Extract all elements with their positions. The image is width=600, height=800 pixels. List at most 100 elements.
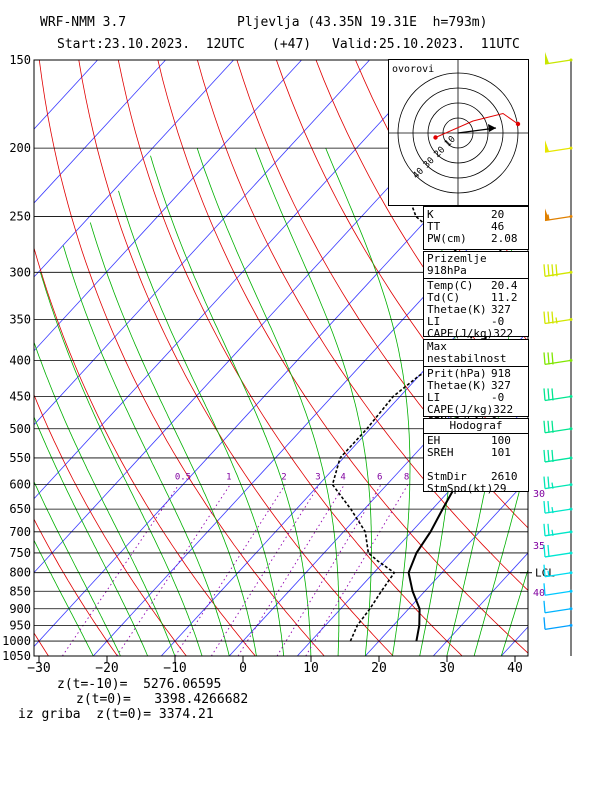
wind-barb: [543, 311, 573, 325]
x-tick-label: 40: [507, 661, 523, 676]
dry-adiabat: [34, 246, 256, 656]
wind-barb: [543, 449, 573, 463]
wind-barb: [543, 501, 573, 514]
pressure-tick-label: 450: [9, 389, 31, 403]
stat-value: 322: [493, 327, 514, 340]
isotherm-line: [92, 182, 528, 656]
isotherm-line: [364, 478, 528, 656]
mixing-ratio-label: 4: [340, 473, 345, 483]
isotherm-line: [296, 404, 528, 656]
hodograph-ring-label: 10: [443, 135, 458, 150]
stat-row: CAPE(J/kg) 322: [427, 404, 525, 416]
pressure-tick-label: 850: [9, 584, 31, 598]
wind-speed-label: 40: [533, 588, 545, 599]
stat-row: StmSpd(kt) 29: [427, 483, 525, 495]
hodograph-title: ovorovi: [392, 64, 434, 75]
moist-adiabat: [118, 190, 285, 656]
isotherm-line: [34, 60, 234, 278]
wind-barb: [543, 600, 573, 614]
hodograph-ring-label: 40: [411, 166, 426, 181]
mixing-ratio-line: [305, 484, 409, 656]
pressure-tick-label: 650: [9, 502, 31, 516]
x-tick-label: −10: [163, 661, 186, 676]
pressure-tick-label: 600: [9, 478, 31, 492]
stat-value: 11.2: [491, 291, 518, 304]
moist-adiabat: [473, 456, 528, 656]
pressure-tick-label: 1050: [2, 649, 31, 663]
stat-label: PW(cm): [427, 232, 467, 245]
wind-barb: [543, 476, 573, 490]
lead-time: (+47): [272, 37, 312, 52]
stat-row: StmDir 2610: [427, 471, 525, 483]
stat-row: Temp(C) 20.4: [427, 280, 525, 292]
moist-adiabat: [62, 245, 230, 656]
hodograph-trace: [435, 112, 519, 138]
stat-label: Prit(hPa): [427, 367, 487, 380]
pressure-tick-label: 150: [9, 53, 31, 67]
stat-label: K: [427, 208, 434, 221]
wind-speed-label: 30: [533, 489, 545, 500]
stat-value: 29: [493, 482, 507, 495]
storm-motion-arrowhead: [488, 124, 496, 132]
stat-value: 322: [493, 403, 514, 416]
dry-adiabat: [78, 60, 394, 656]
mixing-ratio-line: [276, 484, 382, 656]
isotherm-line: [34, 60, 166, 204]
stat-label: EH: [427, 434, 441, 447]
stat-label: StmSpd(kt): [427, 482, 494, 495]
stat-label: Td(C): [427, 291, 461, 304]
station-name: Pljevlja (43.35N 19.31E h=793m): [237, 15, 488, 30]
stat-value: 20: [491, 208, 505, 221]
stat-row: Thetae(K) 327: [427, 304, 525, 316]
stat-row: Td(C) 11.2: [427, 292, 525, 304]
pressure-tick-label: 550: [9, 451, 31, 465]
footer-line-2: z(t=0)= 3398.4266682: [76, 692, 249, 707]
stat-label: CAPE(J/kg): [427, 327, 494, 340]
pressure-tick-label: 200: [9, 141, 31, 155]
wind-barb: [543, 544, 573, 558]
stat-label: LI: [427, 391, 441, 404]
moist-adiabat: [40, 272, 203, 656]
moist-adiabat: [34, 539, 94, 656]
mixing-ratio-label: 1: [226, 473, 231, 483]
isotherm-line: [34, 60, 302, 352]
stat-row: Prit(hPa) 918: [427, 368, 525, 380]
x-tick-label: 30: [439, 661, 455, 676]
x-tick-label: 20: [371, 661, 387, 676]
stat-row: LI -0: [427, 316, 525, 328]
isotherm-line: [569, 60, 600, 656]
wind-barb: [543, 617, 573, 630]
footer-line-1: z(t=-10)= 5276.06595: [57, 677, 222, 692]
moist-adiabat: [89, 222, 257, 656]
stat-row: TT 46: [427, 221, 525, 233]
wind-barb: [543, 420, 573, 434]
moist-adiabat: [34, 341, 176, 656]
stat-row: SREH 101: [427, 447, 525, 459]
mixing-ratio-line: [174, 484, 286, 656]
indices-rows: K 20 TT 46 PW(cm) 2.08: [424, 207, 528, 247]
pressure-tick-label: 350: [9, 313, 31, 327]
max-instability-panel: Max nestabilnost Prit(hPa) 918 Thetae(K) 32…: [423, 339, 529, 428]
stat-value: 2.08: [491, 232, 518, 245]
stat-row: EH 100: [427, 435, 525, 447]
stat-value: 20.4: [491, 279, 518, 292]
stat-value: 327: [491, 379, 511, 392]
pressure-tick-label: 500: [9, 422, 31, 436]
wind-barb: [543, 264, 573, 277]
footer-line-3: iz griba z(t=0)= 3374.21: [18, 707, 214, 722]
stat-value: 46: [491, 220, 505, 233]
stat-label: Temp(C): [427, 279, 474, 292]
wind-barb: [543, 583, 573, 596]
pressure-tick-label: 750: [9, 546, 31, 560]
hodograph-end-dot: [515, 121, 521, 127]
x-tick-label: −30: [27, 661, 50, 676]
mixing-ratio-label: 2: [281, 473, 286, 483]
stat-label: Thetae(K): [427, 379, 487, 392]
stat-value: -0: [491, 315, 505, 328]
stat-label: TT: [427, 220, 441, 233]
hodograph-stats-title: Hodograf: [424, 419, 528, 434]
moist-adiabat: [196, 147, 340, 656]
stat-row: Thetae(K) 327: [427, 380, 525, 392]
x-tick-label: −20: [95, 661, 118, 676]
